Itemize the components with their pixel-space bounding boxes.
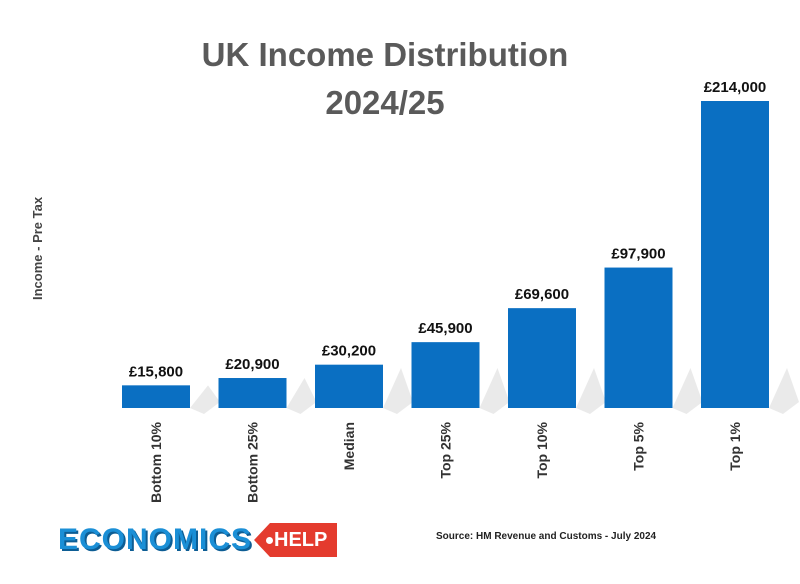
logo-tag-label: HELP xyxy=(274,528,328,551)
data-label: £45,900 xyxy=(418,320,472,337)
data-label: £30,200 xyxy=(322,343,376,360)
chart-subtitle: 2024/25 xyxy=(325,84,445,121)
data-label: £214,000 xyxy=(704,79,767,96)
x-tick-label: Top 10% xyxy=(534,421,550,478)
economics-help-logo: ECONOMICS HELP xyxy=(58,520,338,560)
x-tick-label: Bottom 25% xyxy=(245,421,261,502)
bar-shadow xyxy=(672,368,703,414)
bar-shadow xyxy=(383,368,413,414)
x-tick-label: Median xyxy=(341,422,357,470)
bar-shadow xyxy=(769,368,799,414)
bar xyxy=(604,267,673,408)
bar xyxy=(508,308,576,408)
bar-shadow xyxy=(190,385,220,414)
x-tick-label: Top 25% xyxy=(438,421,454,478)
data-label: £69,600 xyxy=(515,286,569,303)
tag-hole-icon xyxy=(266,537,274,544)
bar xyxy=(122,385,190,408)
data-label: £97,900 xyxy=(611,246,665,263)
bar-shadow xyxy=(286,378,317,414)
bar xyxy=(701,101,769,408)
logo-text: ECONOMICS xyxy=(58,523,253,556)
bar xyxy=(411,342,480,408)
x-tick-label: Top 5% xyxy=(631,421,647,470)
data-label: £15,800 xyxy=(129,363,183,380)
logo-tag: HELP xyxy=(254,523,338,557)
bar xyxy=(315,364,383,408)
chart-title: UK Income Distribution xyxy=(201,36,569,73)
x-tick-label: Top 1% xyxy=(727,421,743,470)
data-label: £20,900 xyxy=(225,356,279,373)
bar-shadow xyxy=(479,368,510,414)
source-note: Source: HM Revenue and Customs - July 20… xyxy=(436,531,657,542)
x-tick-label: Bottom 10% xyxy=(148,421,164,502)
bar xyxy=(218,378,287,408)
bar-shadow xyxy=(576,368,606,414)
